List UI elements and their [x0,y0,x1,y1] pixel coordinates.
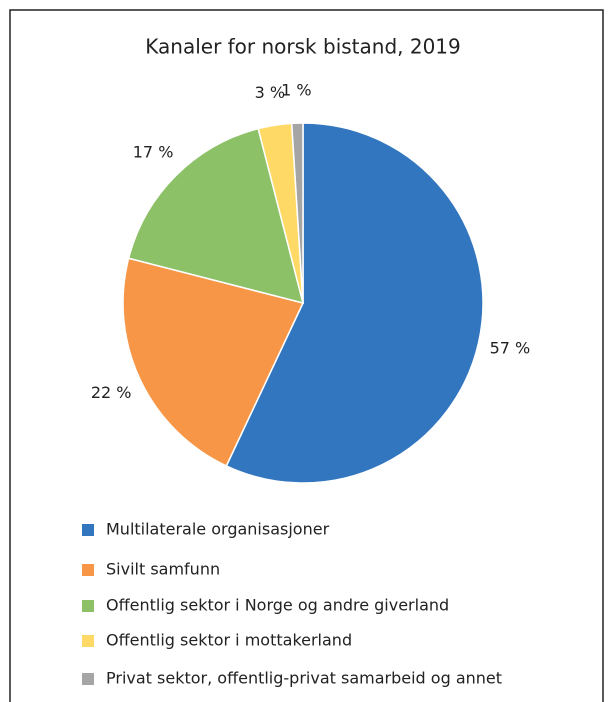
data-label: 57 % [490,339,531,358]
pie-slice [122,257,305,467]
data-label: 22 % [91,383,132,402]
legend-label: Sivilt samfunn [106,560,220,579]
data-label: 1 % [281,81,311,100]
pie-slice [127,127,305,305]
legend-swatch [82,600,94,612]
data-label: 17 % [133,143,174,162]
legend-swatch [82,635,94,647]
legend-label: Offentlig sektor i Norge og andre giverl… [106,596,449,615]
legend-label: Privat sektor, offentlig-privat samarbei… [106,669,502,688]
chart-title: Kanaler for norsk bistand, 2019 [145,35,461,59]
legend-swatch [82,564,94,576]
legend-label: Offentlig sektor i mottakerland [106,631,352,650]
pie-slice [225,122,484,484]
legend-swatch [82,673,94,685]
pie-slice [290,122,304,304]
legend-label: Multilaterale organisasjoner [106,520,330,539]
data-label: 3 % [255,83,285,102]
frame [9,9,604,702]
legend-swatch [82,524,94,536]
